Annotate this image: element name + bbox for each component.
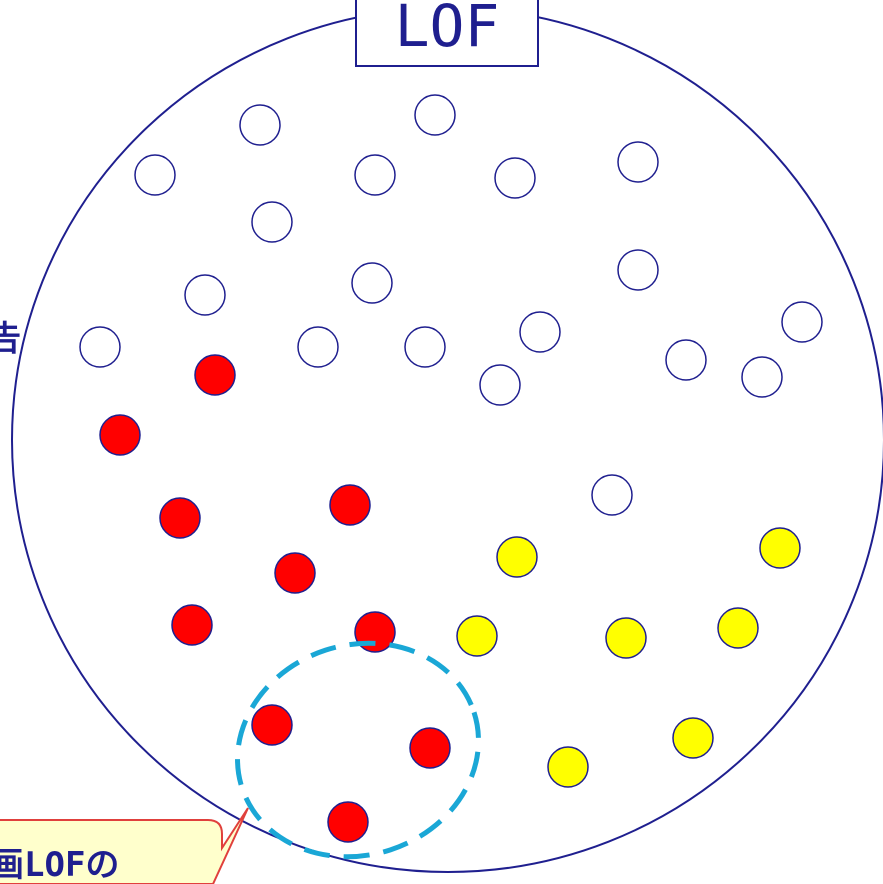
white-point-group [79,94,823,516]
red-point-10 [327,801,369,843]
yellow-point-7 [547,746,589,788]
white-point-8 [184,274,226,316]
yellow-point-4 [605,617,647,659]
red-point-1 [194,354,236,396]
highlight-ellipse [235,640,481,860]
white-point-19 [591,474,633,516]
white-point-10 [617,249,659,291]
yellow-point-6 [672,717,714,759]
callout: 画LOFの [0,807,249,884]
white-point-15 [665,339,707,381]
yellow-point-1 [496,536,538,578]
yellow-point-3 [456,615,498,657]
white-point-13 [519,311,561,353]
white-point-5 [494,157,536,199]
red-point-7 [354,611,396,653]
white-point-18 [741,356,783,398]
left-edge-glyph: 告 [0,319,21,359]
red-point-4 [329,484,371,526]
yellow-point-2 [759,527,801,569]
title-box [355,0,539,67]
white-point-1 [239,104,281,146]
white-point-11 [79,326,121,368]
title-text: LOF [395,0,500,60]
white-point-6 [617,141,659,183]
callout-shape [0,807,249,884]
yellow-point-5 [717,607,759,649]
yellow-point-group [456,527,801,788]
red-point-9 [409,727,451,769]
white-point-4 [354,154,396,196]
white-point-7 [251,201,293,243]
red-point-8 [251,704,293,746]
white-point-3 [134,154,176,196]
callout-text: 画LOFの [0,845,119,884]
white-point-9 [351,262,393,304]
red-point-3 [159,497,201,539]
red-point-2 [99,414,141,456]
white-point-2 [414,94,456,136]
white-point-12 [297,326,339,368]
red-point-6 [171,604,213,646]
red-point-5 [274,552,316,594]
red-point-group [99,354,451,843]
white-point-16 [781,301,823,343]
white-point-17 [479,364,521,406]
white-point-14 [404,326,446,368]
